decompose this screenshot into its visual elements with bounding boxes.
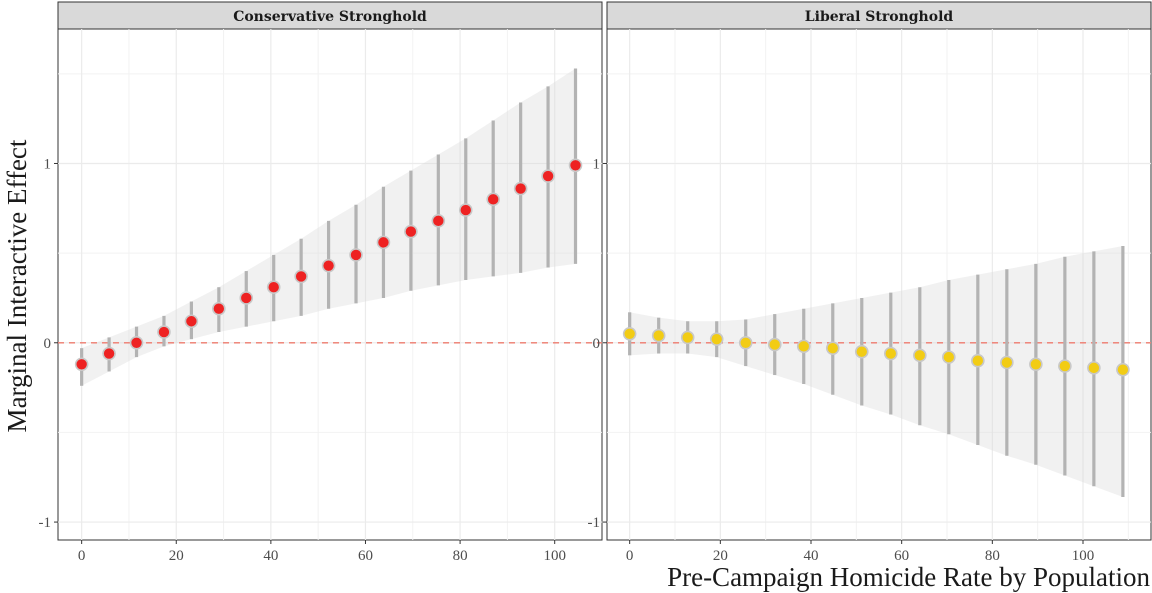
confidence-band-area <box>629 245 1123 497</box>
y-ticks: -1 0 1 <box>588 156 607 531</box>
y-axis-title: Marginal Interactive Effect <box>2 139 32 432</box>
x-tick-label: 20 <box>169 548 184 564</box>
confidence-band <box>629 245 1123 497</box>
data-point <box>1116 362 1130 377</box>
data-point <box>854 344 869 359</box>
data-point <box>458 203 473 217</box>
data-point <box>431 214 446 228</box>
x-tick-label: 80 <box>985 548 1000 564</box>
x-tick-label: 60 <box>894 548 909 564</box>
data-point <box>942 350 956 364</box>
x-tick-label: 40 <box>804 548 819 564</box>
y-tick-label: 0 <box>44 336 52 352</box>
data-point <box>157 325 171 339</box>
data-point <box>486 192 501 207</box>
x-ticks: 0 20 40 60 80 100 <box>78 540 566 564</box>
data-point <box>1029 357 1043 372</box>
y-tick-label: 1 <box>593 156 601 172</box>
data-point <box>709 332 724 346</box>
data-point <box>184 314 199 329</box>
strip-title: Liberal Stronghold <box>805 9 954 25</box>
data-point <box>266 280 281 294</box>
x-tick-label: 80 <box>453 548 468 564</box>
data-point <box>971 353 985 368</box>
data-point <box>321 258 336 273</box>
data-point <box>651 328 666 343</box>
data-point <box>738 335 753 350</box>
data-point <box>883 346 898 361</box>
data-point <box>294 269 308 284</box>
data-point <box>825 341 840 355</box>
data-point <box>541 169 555 183</box>
data-point <box>1000 355 1014 370</box>
y-tick-label: -1 <box>39 515 52 531</box>
plot-background <box>606 28 1152 541</box>
x-tick-label: 40 <box>263 548 278 564</box>
x-tick-label: 100 <box>1072 548 1095 564</box>
strip-background <box>57 1 603 30</box>
data-point <box>102 346 116 361</box>
data-point <box>212 301 226 316</box>
x-tick-label: 100 <box>543 548 566 564</box>
data-point <box>376 235 391 250</box>
points <box>74 158 583 372</box>
x-tick-label: 0 <box>626 548 634 564</box>
data-point <box>404 224 418 239</box>
data-point <box>568 158 583 173</box>
data-point <box>622 327 637 341</box>
data-point <box>129 335 144 350</box>
data-point <box>1058 359 1072 373</box>
data-point <box>513 181 528 196</box>
x-tick-label: 60 <box>358 548 373 564</box>
panel-conservative-stronghold: Conservative Stronghold -101 0 20 40 60 80 10… <box>39 1 603 564</box>
data-point <box>349 248 363 262</box>
strip-background <box>606 1 1152 30</box>
data-point <box>680 330 695 345</box>
data-point <box>767 337 782 352</box>
data-point <box>239 291 254 305</box>
strip-title: Conservative Stronghold <box>233 9 427 25</box>
panel-liberal-stronghold: Liberal Stronghold -101 0 20 40 60 80 100 <box>588 1 1152 564</box>
data-point <box>796 339 811 354</box>
y-tick-label: 0 <box>593 336 601 352</box>
y-tick-label: 1 <box>44 156 52 172</box>
y-ticks: -1 0 1 <box>39 156 58 531</box>
data-point <box>912 348 927 363</box>
x-axis-title: Pre-Campaign Homicide Rate by Population <box>667 562 1150 592</box>
x-ticks: 0 20 40 60 80 100 <box>626 540 1094 564</box>
y-tick-label: -1 <box>588 515 601 531</box>
points <box>622 327 1130 377</box>
data-point <box>1087 361 1101 375</box>
x-tick-label: 0 <box>78 548 86 564</box>
data-point <box>74 357 89 372</box>
x-tick-label: 20 <box>713 548 728 564</box>
